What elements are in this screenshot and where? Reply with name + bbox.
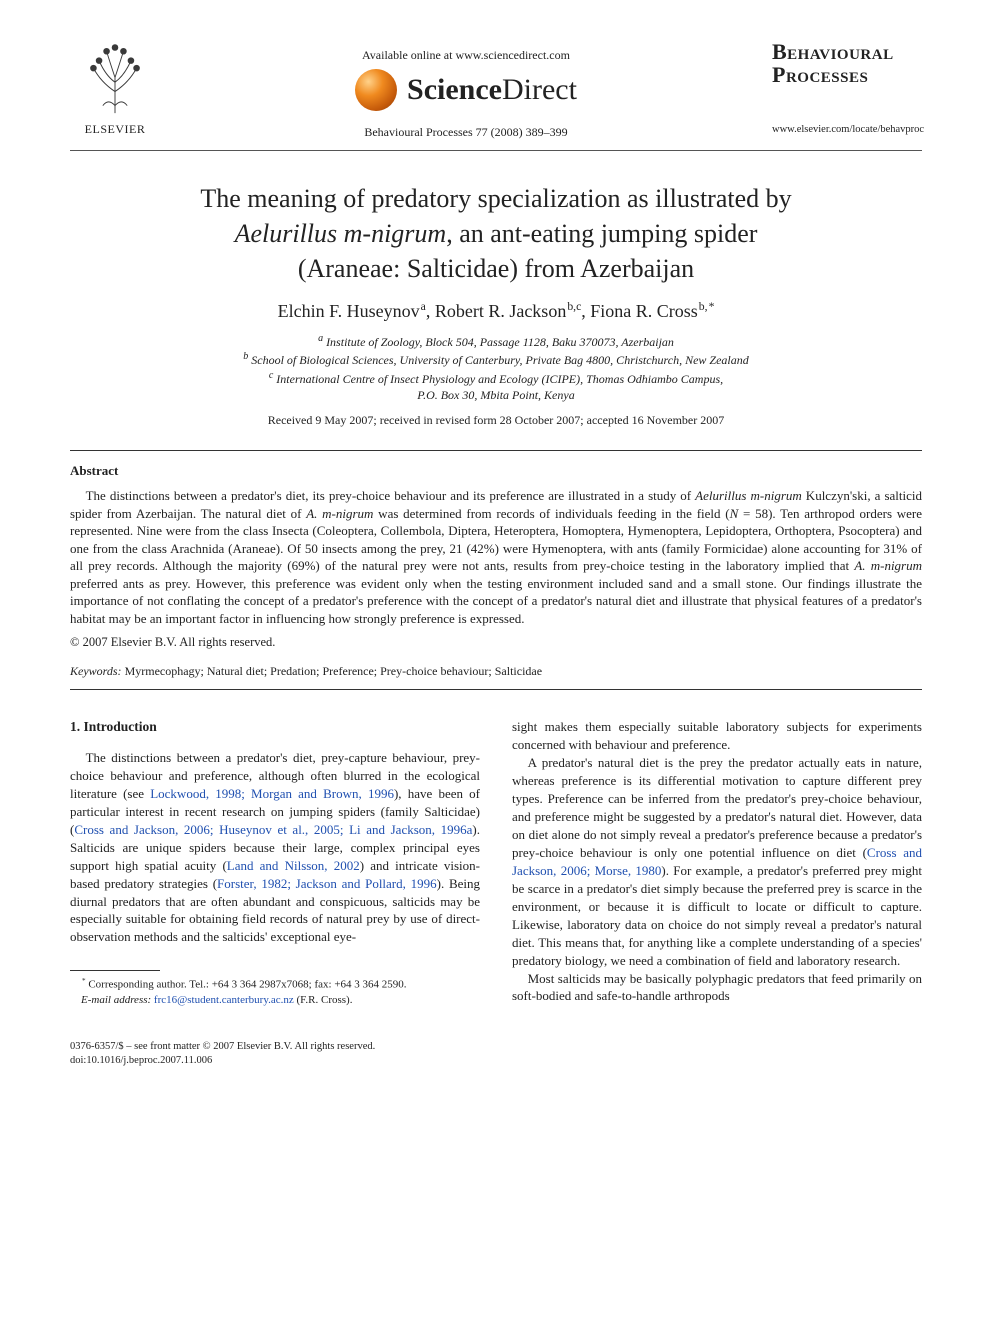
body-columns: 1. Introduction The distinctions between… bbox=[70, 718, 922, 1008]
page-header: ELSEVIER Available online at www.science… bbox=[70, 40, 922, 142]
abstract-text-5: preferred ants as prey. However, this pr… bbox=[70, 576, 922, 626]
section-1-heading: 1. Introduction bbox=[70, 718, 480, 737]
footnote-email-line: E-mail address: frc16@student.canterbury… bbox=[70, 993, 480, 1008]
author-1: Elchin F. Huseynov bbox=[278, 301, 420, 321]
abstract-species-1: Aelurillus m-nigrum bbox=[695, 488, 802, 503]
journal-name-line2: Processes bbox=[772, 63, 922, 86]
title-line3: (Araneae: Salticidae) from Azerbaijan bbox=[298, 254, 694, 283]
footnote-email-label: E-mail address: bbox=[81, 994, 151, 1006]
intro-para-3: Most salticids may be basically polyphag… bbox=[512, 970, 922, 1006]
abstract-n-italic: N bbox=[730, 506, 739, 521]
ref-link-forster[interactable]: Forster, 1982; Jackson and Pollard, 1996 bbox=[217, 876, 437, 891]
author-3-corr-star: * bbox=[708, 300, 715, 313]
abstract-text-3: was determined from records of individua… bbox=[373, 506, 729, 521]
article-dates: Received 9 May 2007; received in revised… bbox=[70, 413, 922, 428]
sciencedirect-wordmark: ScienceDirect bbox=[407, 73, 577, 107]
intro-para-1-continued: sight makes them especially suitable lab… bbox=[512, 718, 922, 754]
abstract-top-rule bbox=[70, 450, 922, 451]
journal-url: www.elsevier.com/locate/behavproc bbox=[772, 124, 922, 135]
sd-word-direct: Direct bbox=[502, 73, 577, 106]
ref-link-land[interactable]: Land and Nilsson, 2002 bbox=[227, 858, 360, 873]
author-1-aff: a bbox=[420, 300, 426, 313]
affiliation-c-text1: International Centre of Insect Physiolog… bbox=[276, 372, 723, 386]
ref-link-cross[interactable]: Cross and Jackson, 2006; Huseynov et al.… bbox=[74, 822, 472, 837]
author-list: Elchin F. Huseynova, Robert R. Jacksonb,… bbox=[70, 300, 922, 322]
affiliation-b: b School of Biological Sciences, Univers… bbox=[70, 350, 922, 368]
elsevier-tree-icon bbox=[80, 40, 150, 115]
abstract-species-2: A. m-nigrum bbox=[306, 506, 373, 521]
issn-line: 0376-6357/$ – see front matter © 2007 El… bbox=[70, 1040, 922, 1054]
footnote-email-post: (F.R. Cross). bbox=[294, 994, 353, 1006]
footnote-star-icon: * bbox=[81, 977, 86, 985]
right-column: sight makes them especially suitable lab… bbox=[512, 718, 922, 1008]
keywords-label: Keywords: bbox=[70, 664, 122, 678]
p2-text-a: A predator's natural diet is the prey th… bbox=[512, 755, 922, 860]
affiliation-a-text: Institute of Zoology, Block 504, Passage… bbox=[326, 335, 674, 349]
abstract-text-1: The distinctions between a predator's di… bbox=[86, 488, 696, 503]
abstract-heading: Abstract bbox=[70, 463, 922, 479]
journal-logo-block: Behavioural Processes www.elsevier.com/l… bbox=[772, 40, 922, 135]
header-divider bbox=[70, 150, 922, 151]
affiliations: a Institute of Zoology, Block 504, Passa… bbox=[70, 332, 922, 403]
abstract-body: The distinctions between a predator's di… bbox=[70, 487, 922, 627]
affiliation-a: a Institute of Zoology, Block 504, Passa… bbox=[70, 332, 922, 350]
affiliation-b-text: School of Biological Sciences, Universit… bbox=[251, 353, 749, 367]
affiliation-c-line2: P.O. Box 30, Mbita Point, Kenya bbox=[70, 387, 922, 403]
intro-para-2: A predator's natural diet is the prey th… bbox=[512, 754, 922, 969]
abstract-species-3: A. m-nigrum bbox=[854, 558, 922, 573]
author-3: Fiona R. Cross bbox=[590, 301, 698, 321]
copyright-line: © 2007 Elsevier B.V. All rights reserved… bbox=[70, 635, 922, 650]
author-2: Robert R. Jackson bbox=[435, 301, 566, 321]
journal-name-stack: Behavioural Processes bbox=[772, 40, 922, 86]
available-online-text: Available online at www.sciencedirect.co… bbox=[160, 48, 772, 63]
title-line2-rest: , an ant-eating jumping spider bbox=[446, 219, 757, 248]
intro-para-1: The distinctions between a predator's di… bbox=[70, 749, 480, 946]
elsevier-logo-block: ELSEVIER bbox=[70, 40, 160, 137]
corresponding-author-footnote: * Corresponding author. Tel.: +64 3 364 … bbox=[70, 977, 480, 993]
center-header: Available online at www.sciencedirect.co… bbox=[160, 40, 772, 142]
keywords-line: Keywords: Myrmecophagy; Natural diet; Pr… bbox=[70, 664, 922, 679]
title-line1: The meaning of predatory specialization … bbox=[200, 184, 791, 213]
sd-word-science: Science bbox=[407, 73, 502, 106]
elsevier-label: ELSEVIER bbox=[70, 122, 160, 137]
sciencedirect-logo: ScienceDirect bbox=[160, 69, 772, 111]
doi-line: doi:10.1016/j.beproc.2007.11.006 bbox=[70, 1054, 922, 1068]
front-matter-footer: 0376-6357/$ – see front matter © 2007 El… bbox=[70, 1040, 922, 1067]
journal-reference-line: Behavioural Processes 77 (2008) 389–399 bbox=[160, 125, 772, 140]
author-3-aff: b, bbox=[698, 300, 708, 313]
abstract-bottom-rule bbox=[70, 689, 922, 690]
corresponding-email-link[interactable]: frc16@student.canterbury.ac.nz bbox=[154, 994, 294, 1006]
sciencedirect-ball-icon bbox=[355, 69, 397, 111]
affiliation-c-line1: c International Centre of Insect Physiol… bbox=[70, 369, 922, 387]
p2-text-b: ). For example, a predator's preferred p… bbox=[512, 863, 922, 968]
ref-link-lockwood[interactable]: Lockwood, 1998; Morgan and Brown, 1996 bbox=[150, 786, 394, 801]
keywords-text: Myrmecophagy; Natural diet; Predation; P… bbox=[122, 664, 543, 678]
left-column: 1. Introduction The distinctions between… bbox=[70, 718, 480, 1008]
article-title: The meaning of predatory specialization … bbox=[100, 181, 892, 286]
author-2-aff: b,c bbox=[566, 300, 581, 313]
footnote-corr-text: Corresponding author. Tel.: +64 3 364 29… bbox=[88, 979, 406, 991]
journal-name-line1: Behavioural bbox=[772, 40, 922, 63]
footnote-rule bbox=[70, 970, 160, 971]
title-species: Aelurillus m-nigrum bbox=[235, 219, 447, 248]
